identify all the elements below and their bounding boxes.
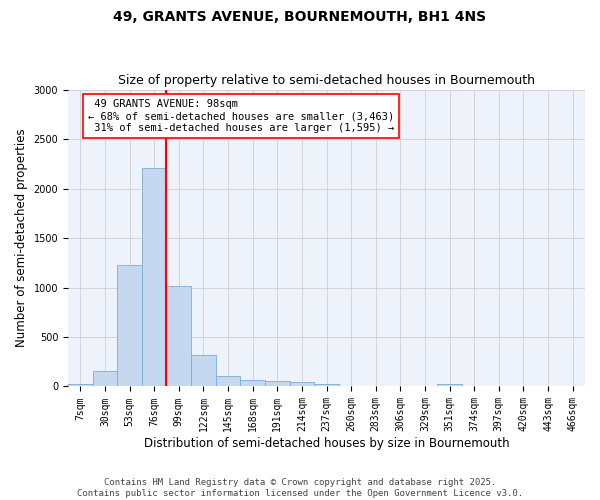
Text: 49 GRANTS AVENUE: 98sqm
← 68% of semi-detached houses are smaller (3,463)
 31% o: 49 GRANTS AVENUE: 98sqm ← 68% of semi-de… [88, 100, 394, 132]
Bar [314, 384, 339, 386]
Bar [92, 371, 117, 386]
Bar [290, 382, 314, 386]
Bar [142, 168, 166, 386]
Bar [117, 264, 142, 386]
Bar [241, 380, 265, 386]
Y-axis label: Number of semi-detached properties: Number of semi-detached properties [15, 128, 28, 348]
Title: Size of property relative to semi-detached houses in Bournemouth: Size of property relative to semi-detach… [118, 74, 535, 87]
Bar [166, 286, 191, 386]
Bar [265, 381, 290, 386]
Text: Contains HM Land Registry data © Crown copyright and database right 2025.
Contai: Contains HM Land Registry data © Crown c… [77, 478, 523, 498]
Bar [191, 356, 216, 386]
X-axis label: Distribution of semi-detached houses by size in Bournemouth: Distribution of semi-detached houses by … [144, 437, 509, 450]
Bar [68, 384, 92, 386]
Bar [437, 384, 462, 386]
Bar [216, 376, 241, 386]
Text: 49, GRANTS AVENUE, BOURNEMOUTH, BH1 4NS: 49, GRANTS AVENUE, BOURNEMOUTH, BH1 4NS [113, 10, 487, 24]
